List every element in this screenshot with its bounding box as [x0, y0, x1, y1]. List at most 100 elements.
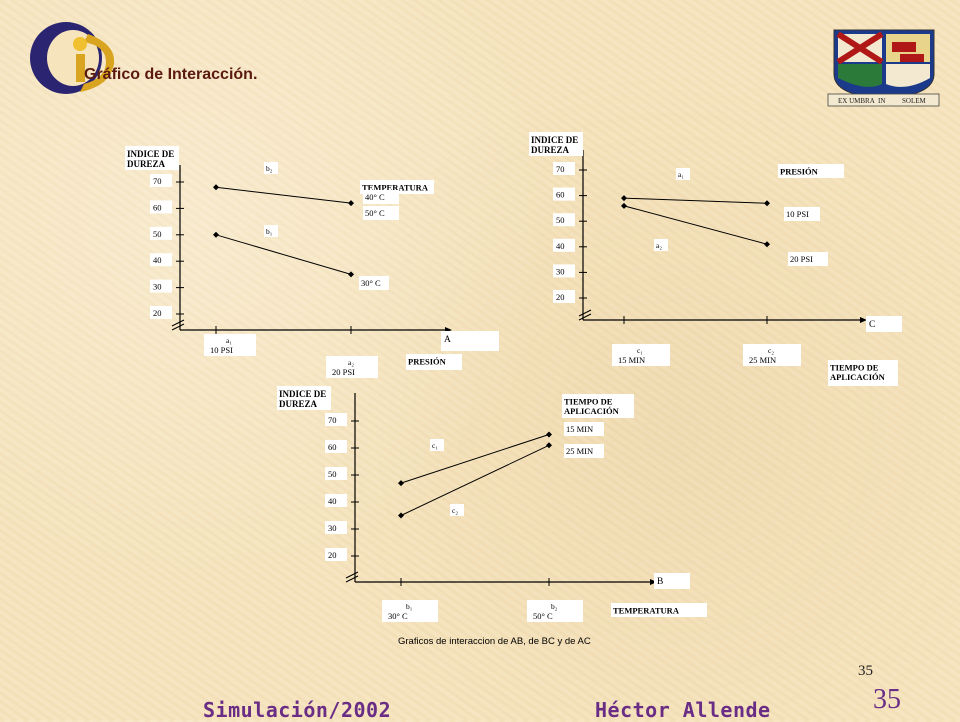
y-tick-label-bg — [325, 467, 347, 480]
y-tick-label: 30 — [328, 523, 337, 533]
x-tick-label-bg — [326, 356, 378, 378]
y-tick-label-bg — [325, 413, 347, 426]
x-factor-label: A — [444, 335, 451, 345]
series-label: 15 MIN — [566, 424, 593, 434]
legend-title: TIEMPO DE — [564, 397, 613, 407]
axis-break-mark — [578, 313, 592, 321]
x-tick-sub: c₁ — [637, 346, 643, 355]
y-axis-label: DUREZA — [531, 145, 570, 155]
series-label: 25 MIN — [566, 446, 593, 456]
y-tick-label: 40 — [153, 255, 162, 265]
data-point — [348, 200, 354, 207]
university-crest-icon: EX UMBRA IN SOLEM — [827, 29, 940, 107]
series-label-bg — [784, 207, 820, 221]
series-line — [215, 234, 352, 275]
point-label-bg — [430, 439, 444, 451]
x-tick-label: 20 PSI — [332, 367, 355, 377]
legend-title: TEMPERATURA — [362, 183, 429, 193]
axis-break-mark — [345, 575, 359, 583]
series-label: 10 PSI — [786, 209, 809, 219]
data-point — [213, 231, 219, 238]
x-axis-title-bg — [611, 603, 707, 617]
page-number-large: 35 — [873, 684, 901, 715]
series-line — [215, 186, 352, 204]
data-point — [764, 241, 770, 248]
y-tick-label-bg — [150, 253, 172, 267]
point-label: b₁ — [266, 227, 273, 236]
x-axis-title-bg — [406, 354, 462, 370]
y-tick-label-bg — [553, 162, 575, 175]
y-tick-label: 20 — [328, 550, 337, 560]
y-tick-label: 40 — [328, 496, 337, 506]
x-axis-arrow — [650, 579, 657, 585]
y-tick-label-bg — [553, 264, 575, 278]
y-tick-label-bg — [325, 521, 347, 534]
series-line — [623, 197, 768, 204]
x-tick-label: 15 MIN — [618, 355, 645, 365]
data-point — [546, 442, 552, 449]
x-tick-label-bg — [743, 344, 801, 366]
y-tick-label: 60 — [328, 442, 337, 452]
point-label-bg — [676, 168, 690, 180]
y-tick-label: 70 — [556, 164, 565, 174]
data-point — [213, 184, 219, 191]
y-tick-label-bg — [325, 494, 347, 507]
point-label: c₂ — [452, 506, 458, 515]
series-label-bg — [564, 422, 604, 436]
x-tick-label-bg — [612, 344, 670, 366]
y-tick-label-bg — [150, 174, 172, 187]
x-factor-bg — [441, 331, 499, 351]
x-tick-label-bg — [527, 600, 583, 622]
footer-course: Simulación/2002 — [203, 698, 392, 722]
series-label: 50° C — [365, 208, 385, 218]
legend-title: APLICACIÓN — [564, 406, 620, 416]
y-tick-label-bg — [150, 279, 172, 293]
axis-break-mark — [171, 319, 185, 327]
data-point — [621, 195, 627, 202]
y-tick-label-bg — [150, 200, 172, 214]
point-label: a₂ — [656, 241, 662, 250]
figure-caption: Graficos de interaccion de AB, de BC y d… — [398, 636, 591, 647]
point-label: b₂ — [266, 164, 273, 173]
point-label: c₁ — [432, 441, 438, 450]
y-tick-label-bg — [553, 187, 575, 201]
y-tick-label: 20 — [153, 308, 162, 318]
data-point — [398, 480, 404, 487]
x-factor-bg — [654, 573, 690, 589]
crest-banner-right: SOLEM — [902, 97, 927, 105]
series-label-bg — [363, 190, 399, 204]
point-label-bg — [264, 225, 278, 237]
series-line — [623, 205, 768, 245]
y-tick-label: 30 — [153, 282, 162, 292]
series-line — [400, 434, 550, 484]
y-axis-label: INDICE DE — [279, 389, 326, 399]
crest-banner-left: EX UMBRA — [838, 97, 875, 105]
y-tick-label-bg — [150, 226, 172, 240]
legend-title-bg — [778, 164, 844, 178]
y-tick-label: 50 — [153, 229, 162, 239]
slide-title: Gráfico de Interacción. — [84, 66, 258, 83]
y-tick-label: 40 — [556, 241, 565, 251]
data-point — [398, 512, 404, 519]
x-tick-label: 10 PSI — [210, 345, 233, 355]
y-axis-label-bg — [277, 386, 331, 410]
data-point — [764, 200, 770, 207]
x-factor-label: C — [869, 320, 875, 330]
y-tick-label-bg — [325, 548, 347, 561]
y-tick-label-bg — [150, 306, 172, 319]
series-line — [400, 444, 550, 516]
y-axis-label: INDICE DE — [127, 149, 174, 159]
x-tick-label: 25 MIN — [749, 355, 776, 365]
x-axis-arrow — [860, 317, 867, 323]
x-tick-label-bg — [382, 600, 438, 622]
y-tick-label: 70 — [328, 415, 337, 425]
y-tick-label: 50 — [328, 469, 337, 479]
x-tick-sub: a₂ — [348, 358, 354, 367]
y-axis-label: DUREZA — [127, 159, 166, 169]
x-tick-label: 30° C — [388, 611, 408, 621]
y-tick-label-bg — [553, 238, 575, 252]
end-label-bg — [359, 276, 389, 290]
ci-logo-icon — [30, 22, 115, 94]
y-tick-label: 60 — [556, 190, 565, 200]
